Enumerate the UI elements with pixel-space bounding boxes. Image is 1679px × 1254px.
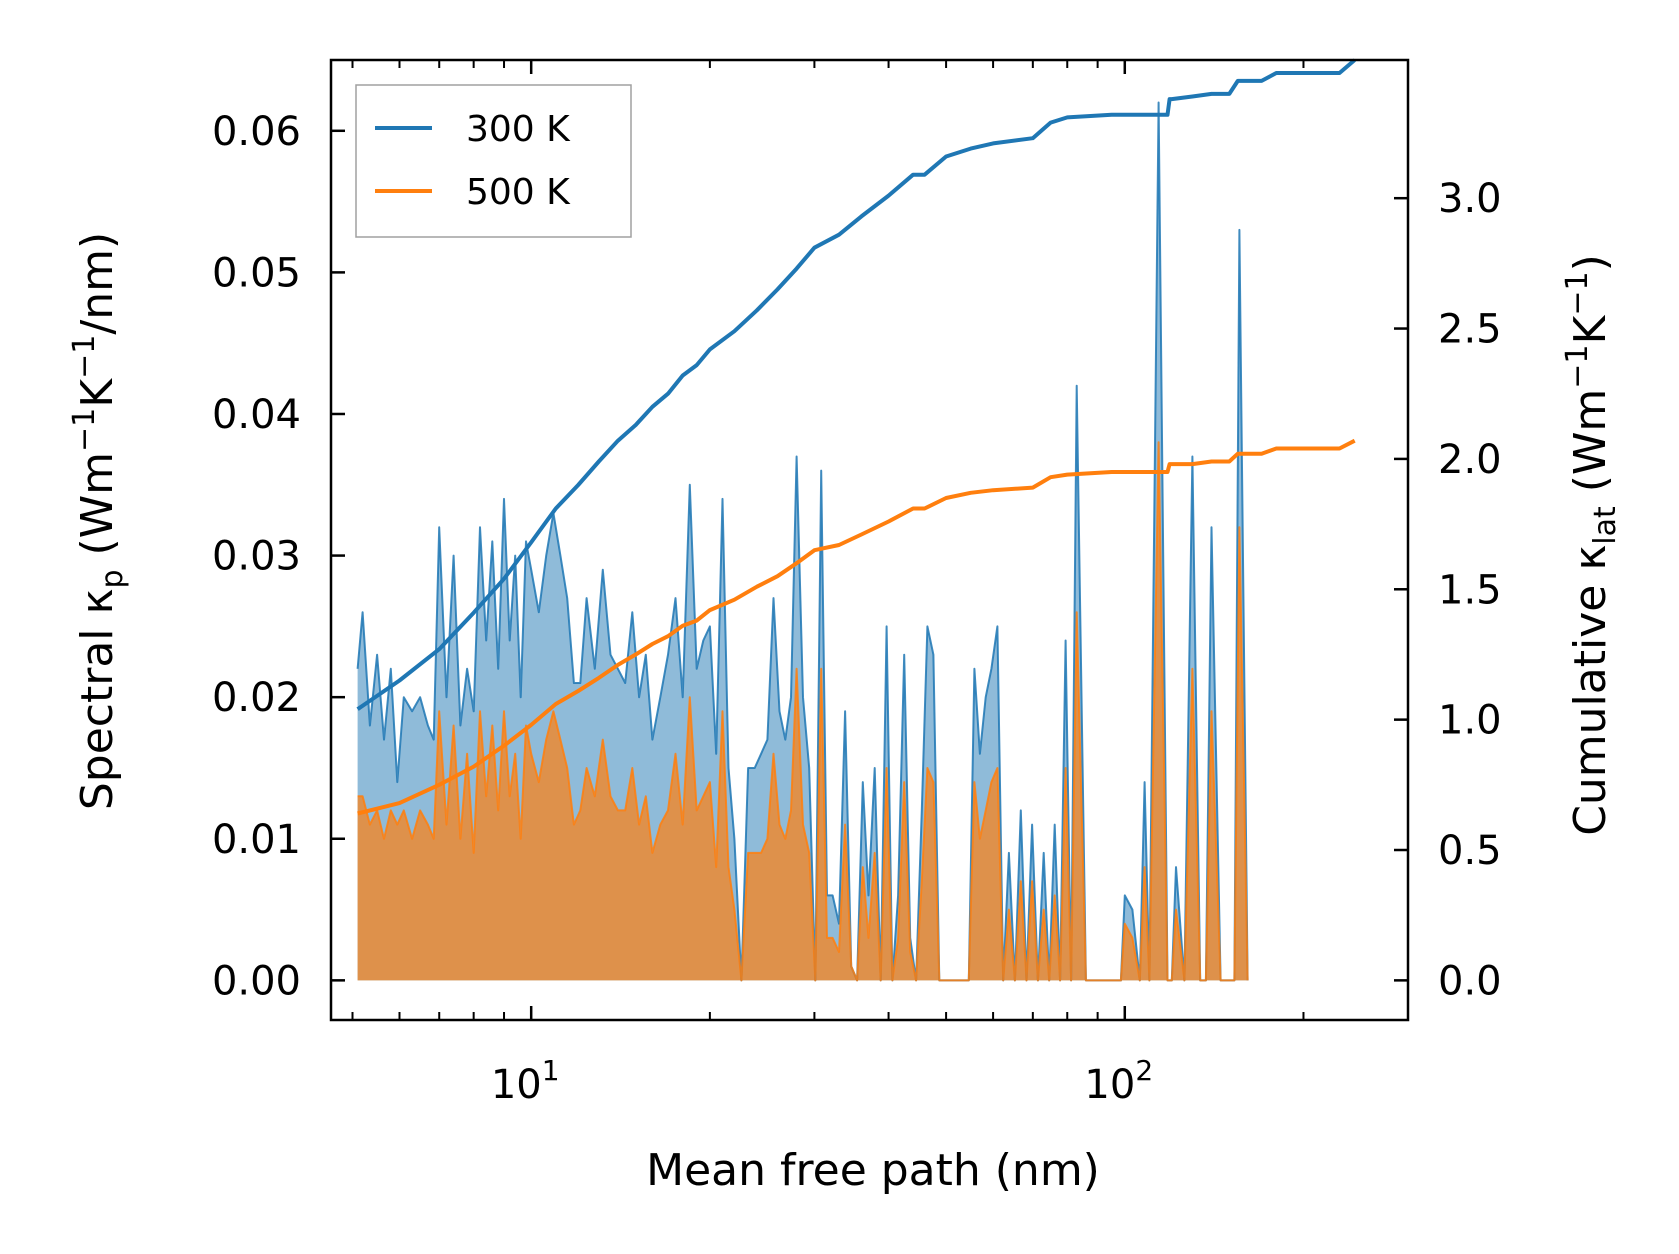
y-left-label-sup2: −1 [67, 335, 102, 379]
y-right-tick-label: 2.0 [1438, 437, 1502, 483]
y-right-tick-label: 3.0 [1438, 176, 1502, 222]
x-tick-label-exp: 2 [1135, 1054, 1153, 1087]
y-left-tick-label: 0.02 [212, 675, 301, 721]
y-right-label-sub: lat [1588, 506, 1623, 545]
x-tick-label-base: 10 [491, 1062, 542, 1108]
x-axis-label: Mean free path (nm) [646, 1145, 1100, 1196]
y-right-label-unit-pre: (Wm [1565, 389, 1616, 493]
cumulative-line-300k [356, 58, 1356, 711]
y-right-label-unit-post: ) [1565, 254, 1616, 271]
y-right-tick-label: 0.0 [1438, 958, 1502, 1004]
y-right-label-space [1565, 492, 1616, 506]
y-left-label-unit-mid: K [72, 378, 123, 408]
plot-frame [329, 58, 1410, 1022]
y-left-tick-label: 0.01 [212, 817, 301, 863]
x-tick-label-exp: 1 [542, 1054, 560, 1087]
y-right-tick-label: 1.0 [1438, 698, 1502, 744]
y-left-label-unit-pre: (Wm [72, 452, 123, 556]
y-right-axis-label: Cumulative κlat (Wm−1K−1) [1560, 254, 1623, 836]
legend: 300 K 500 K [355, 84, 632, 238]
y-left-tick-label: 0.06 [212, 109, 301, 155]
y-left-label-space [72, 556, 123, 570]
cumulative-line-500k [357, 438, 1356, 816]
y-right-tick-label: 1.5 [1438, 567, 1502, 613]
y-left-label-sub: p [95, 570, 130, 589]
legend-label-500k: 500 K [466, 172, 571, 213]
y-right-label-sup1: −1 [1560, 344, 1595, 388]
y-right-label-main: Cumulative κ [1565, 545, 1616, 836]
x-tick-label: 102 [1084, 1054, 1153, 1108]
legend-box [355, 84, 632, 238]
y-left-label-sup1: −1 [67, 408, 102, 452]
cumulative-lines [356, 58, 1356, 816]
y-left-axis-label: Spectral κp (Wm−1K−1/nm) [67, 232, 130, 810]
spectral-lines [356, 101, 1249, 982]
y-left-tick-label: 0.00 [212, 958, 301, 1004]
spectral-fills [357, 102, 1248, 981]
x-tick-label-base: 10 [1084, 1062, 1135, 1108]
y-left-tick-label: 0.04 [212, 392, 301, 438]
spectral-fill-500k [357, 442, 1248, 981]
x-tick-label: 101 [491, 1054, 560, 1108]
y-left-label-main: Spectral κ [72, 589, 123, 811]
y-right-label-sup2: −1 [1560, 271, 1595, 315]
y-left-tick-label: 0.03 [212, 534, 301, 580]
y-right-tick-label: 0.5 [1438, 828, 1502, 874]
y-left-tick-label: 0.05 [212, 250, 301, 296]
legend-label-300k: 300 K [466, 109, 571, 150]
spectral-fill-300k [357, 102, 1248, 981]
y-right-tick-label: 2.5 [1438, 307, 1502, 353]
axes: 0.00 0.01 0.02 0.03 0.04 0.05 0.06 0.0 0.5 1.0 1.5… [212, 58, 1502, 1108]
spectral-line-500k [357, 441, 1249, 982]
y-left-label-unit-post: /nm) [72, 232, 123, 335]
y-right-label-unit-mid: K [1565, 314, 1616, 344]
